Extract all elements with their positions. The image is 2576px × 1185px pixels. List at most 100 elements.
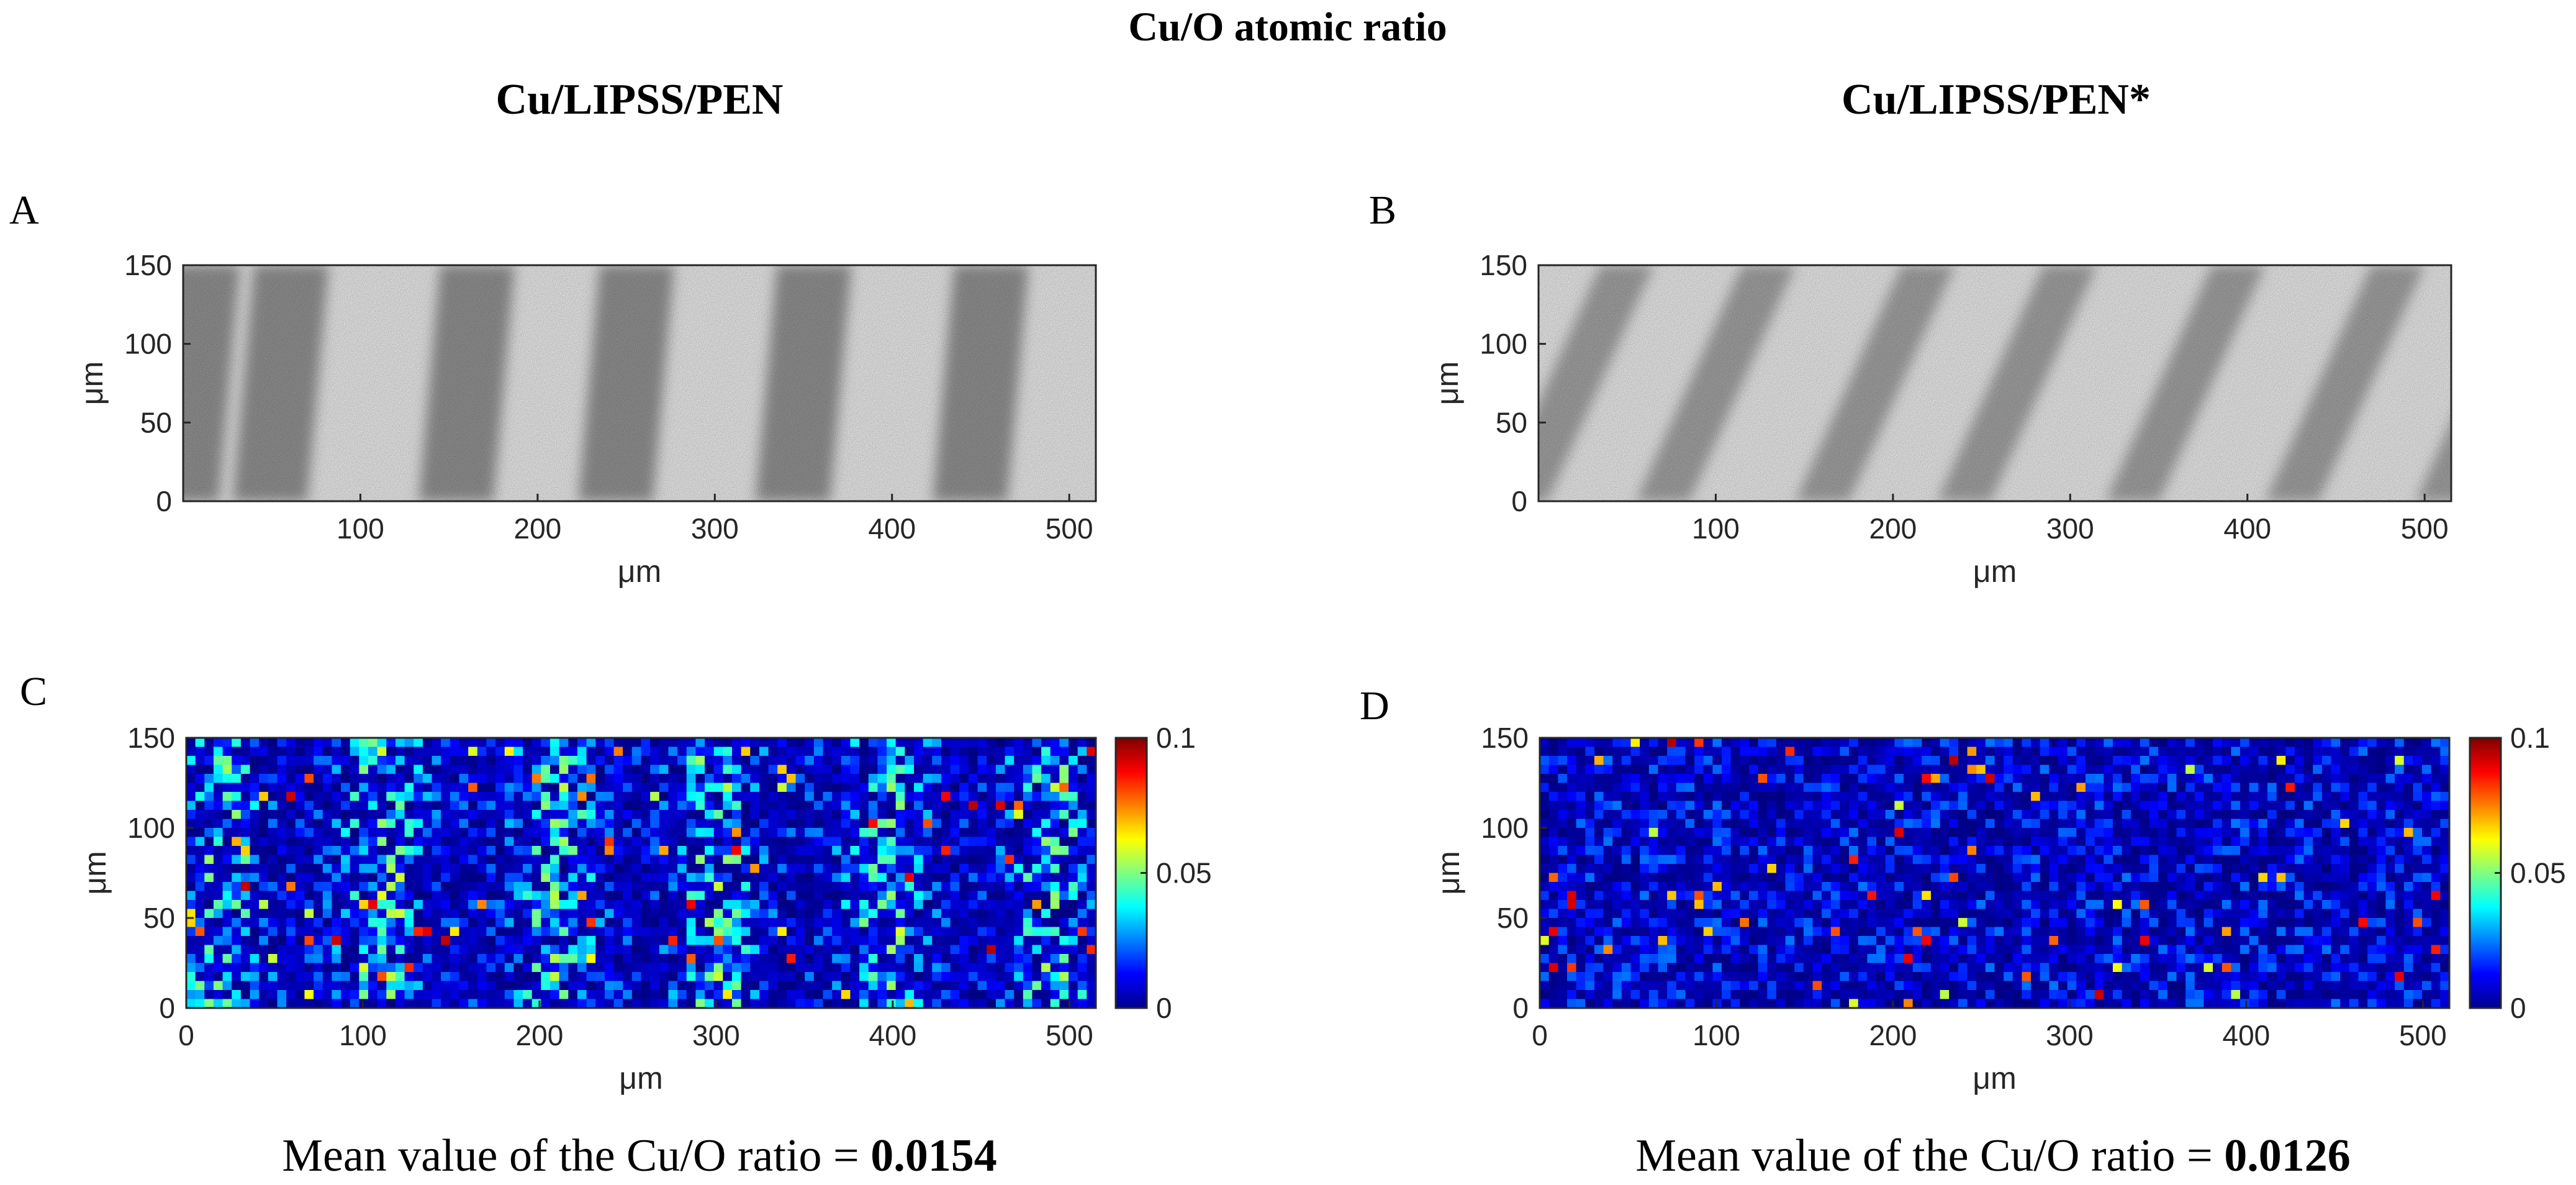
heatmap-cell [1830,801,1841,810]
heatmap-cell [914,756,924,766]
heatmap-cell [259,792,269,802]
heatmap-cell [359,936,369,946]
heatmap-cell [268,900,278,910]
heatmap-cell [213,819,224,829]
heatmap-cell [595,954,605,964]
heatmap-cell [1812,765,1822,774]
heatmap-cell [2104,945,2113,955]
heatmap-cell [1785,882,1795,892]
heatmap-cell [240,765,251,774]
heatmap-cell [668,936,678,946]
heatmap-cell [723,765,733,774]
heatmap-cell [1612,792,1622,802]
heatmap-cell [1776,909,1786,919]
heatmap-cell [541,801,551,810]
heatmap-cell [195,810,205,820]
heatmap-cell [204,855,214,865]
heatmap-cell [887,990,897,1000]
heatmap-cell [623,963,633,973]
heatmap-cell [750,882,760,892]
heatmap-cell [1849,972,1859,982]
heatmap-cell [613,828,623,838]
heatmap-cell [213,837,224,847]
heatmap-cell [1548,801,1558,810]
heatmap-cell [1885,927,1895,937]
heatmap-cell [1722,990,1732,1000]
heatmap-cell [386,819,396,829]
heatmap-cell [1667,945,1677,955]
heatmap-cell [304,900,314,910]
heatmap-cell [1041,918,1051,928]
heatmap-cell [1032,909,1042,919]
heatmap-cell [1985,837,1995,847]
heatmap-cell [723,918,733,928]
heatmap-cell [1694,756,1704,766]
heatmap-cell [459,918,469,928]
heatmap-cell [550,873,560,883]
heatmap-cell [1059,792,1069,802]
heatmap-cell [1803,801,1814,810]
heatmap-cell [1059,909,1069,919]
heatmap-cell [941,999,951,1009]
heatmap-cell [495,855,505,865]
heatmap-cell [995,855,1006,865]
heatmap-cell [1712,936,1722,946]
heatmap-cell [768,774,778,784]
heatmap-cell [741,927,751,937]
heatmap-cell [277,819,287,829]
heatmap-cell [1612,873,1622,883]
heatmap-cell [2022,900,2031,910]
heatmap-cell [832,954,842,964]
heatmap-cell [1621,936,1632,946]
heatmap-cell [2022,783,2031,792]
heatmap-cell [695,846,705,856]
heatmap-cell [523,774,533,784]
heatmap-cell [1014,963,1024,973]
heatmap-cell [905,828,915,838]
heatmap-cell [1994,810,2004,820]
heatmap-cell [905,945,915,955]
heatmap-cell [414,891,423,901]
heatmap-cell [813,738,824,748]
heatmap-cell [1576,900,1586,910]
heatmap-cell [786,900,797,910]
heatmap-cell [1976,783,1986,792]
heatmap-cell [513,936,523,946]
heatmap-cell [859,819,869,829]
heatmap-cell [1694,819,1704,829]
heatmap-cell [450,837,460,847]
heatmap-cell [232,837,242,847]
heatmap-cell [559,828,569,838]
heatmap-cell [1621,765,1632,774]
heatmap-cell [613,963,623,973]
heatmap-cell [968,864,978,874]
heatmap-cell [941,927,951,937]
heatmap-cell [914,801,924,810]
heatmap-cell [1785,792,1795,802]
heatmap-cell [1830,936,1841,946]
heatmap-cell [805,810,815,820]
heatmap-cell [1548,972,1558,982]
heatmap-cell [1050,756,1060,766]
heatmap-cell [1767,954,1777,964]
heatmap-cell [750,855,760,865]
heatmap-cell [786,837,797,847]
heatmap-cell [859,963,869,973]
heatmap-cell [1894,756,1904,766]
heatmap-cell [1912,837,1922,847]
heatmap-cell [959,792,969,802]
heatmap-cell [1712,810,1722,820]
heatmap-cell [477,828,487,838]
panel-letter-C: C [20,669,47,714]
heatmap-cell [368,990,378,1000]
heatmap-cell [1566,963,1577,973]
heatmap-cell [823,738,833,748]
heatmap-cell [914,972,924,982]
heatmap-cell [1059,981,1069,991]
heatmap-cell [1930,738,1941,748]
heatmap-cell [1994,747,2004,756]
heatmap-cell [450,774,460,784]
heatmap-cell [2004,846,2013,856]
heatmap-cell [650,963,660,973]
heatmap-cell [486,990,496,1000]
